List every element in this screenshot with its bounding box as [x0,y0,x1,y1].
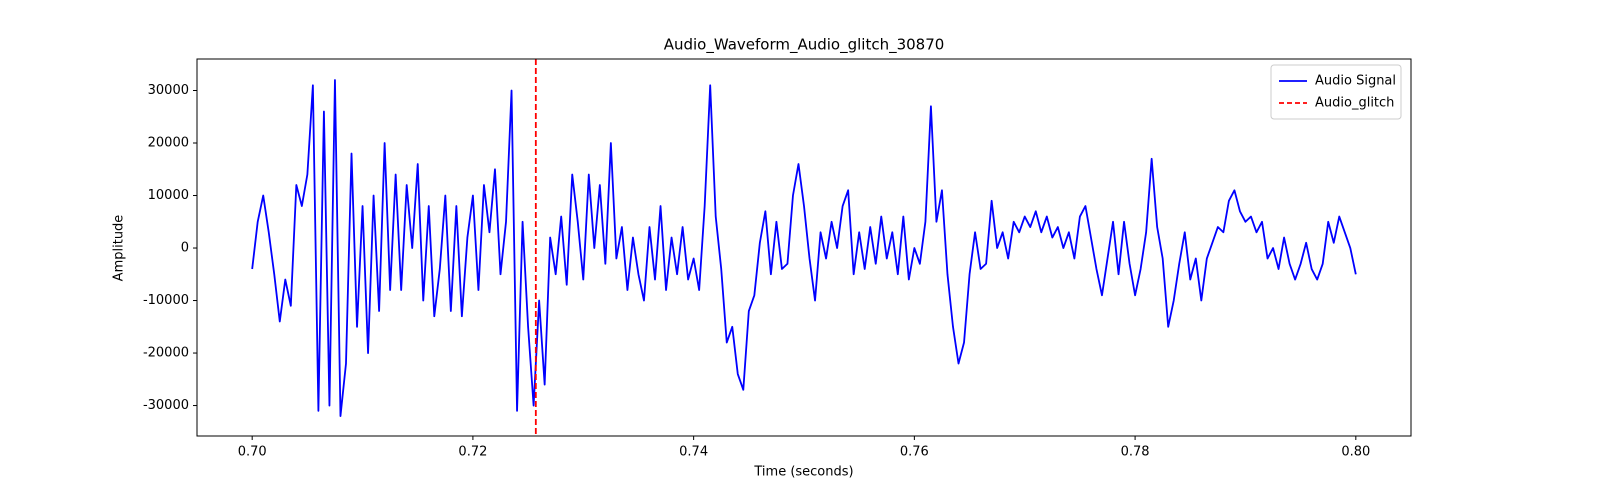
y-tick-label: 10000 [148,188,189,203]
x-tick-label: 0.72 [458,445,487,460]
y-tick-label: 0 [181,241,189,256]
y-tick-label: -30000 [143,398,189,413]
legend: Audio Signal Audio_glitch [1270,64,1402,120]
plot-frame [196,58,1412,437]
y-axis-label: Amplitude [112,215,127,282]
chart-title: Audio_Waveform_Audio_glitch_30870 [664,36,945,55]
waveform-line [251,79,1357,417]
x-tick-label: 0.78 [1121,445,1150,460]
x-tick-label: 0.76 [900,445,929,460]
y-tick-label: 20000 [148,136,189,151]
y-tick-label: -10000 [143,293,189,308]
x-axis-label: Time (seconds) [753,465,853,480]
y-tick-label: 30000 [148,83,189,98]
y-tick-label: -20000 [143,346,189,361]
x-tick-label: 0.80 [1341,445,1370,460]
legend-label: Audio_glitch [1315,96,1394,111]
x-tick-label: 0.74 [679,445,708,460]
legend-label: Audio Signal [1315,74,1396,89]
x-tick-label: 0.70 [238,445,267,460]
legend-box [1270,64,1402,120]
